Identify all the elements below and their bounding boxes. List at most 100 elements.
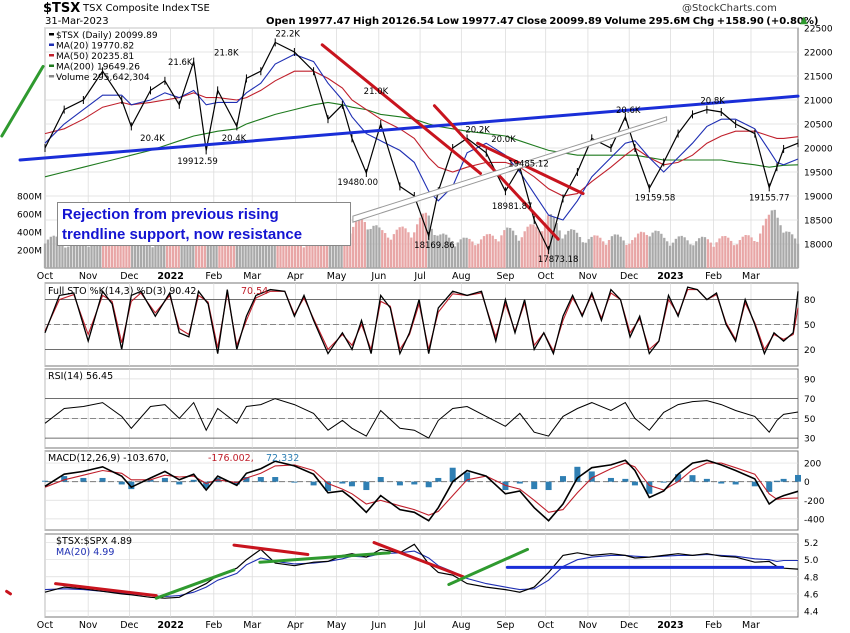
volume-bar <box>136 230 140 268</box>
macd-histogram-bar <box>689 475 696 482</box>
x-axis-month-label: Feb <box>205 620 222 631</box>
x-axis-month-label: Jul <box>413 271 425 282</box>
macd-histogram-bar <box>780 478 787 482</box>
volume-bar <box>290 237 294 268</box>
volume-bar <box>709 242 712 268</box>
volume-bar <box>122 230 125 268</box>
volume-bar <box>75 238 79 268</box>
volume-bar <box>250 227 253 268</box>
price-label: 19159.58 <box>635 193 676 203</box>
ratio-y-tick-label: 4.8 <box>804 573 819 583</box>
volume-bar <box>145 237 148 268</box>
volume-bar <box>258 236 262 268</box>
volume-bar <box>567 230 570 268</box>
chart-date: 31-Mar-2023 <box>45 16 109 27</box>
macd-histogram-bar <box>339 481 346 484</box>
volume-bar <box>526 226 529 268</box>
volume-bar <box>78 238 82 268</box>
ratio-legend-ma: MA(20) 4.99 <box>56 547 114 558</box>
volume-bar <box>383 233 387 268</box>
volume-bar <box>785 231 788 268</box>
x-axis-month-label: Jul <box>413 620 425 631</box>
volume-bar <box>424 212 428 268</box>
volume-bar <box>625 245 628 268</box>
x-axis-month-label: Mar <box>243 271 261 282</box>
volume-bar <box>151 247 154 268</box>
macd-histogram-bar <box>795 474 801 482</box>
volume-bar <box>695 241 698 268</box>
volume-bar <box>747 235 750 268</box>
x-axis-month-label: Mar <box>742 271 760 282</box>
price-label: 17873.18 <box>538 255 579 265</box>
volume-bar <box>578 236 582 268</box>
ratio-downtrend-red-1 <box>54 582 158 598</box>
volume-bar <box>712 246 715 268</box>
volume-bar <box>174 240 177 268</box>
price-legend-entry: MA(50) 20235.81 <box>56 52 134 62</box>
watermark[interactable]: @StockCharts.com <box>682 3 777 14</box>
price-line <box>44 41 799 252</box>
volume-bar <box>186 231 189 268</box>
volume-bar <box>413 232 416 268</box>
x-axis-month-label: Apr <box>287 620 304 631</box>
grid-layer <box>44 27 799 618</box>
volume-bar <box>221 238 224 268</box>
volume-bar <box>61 243 64 268</box>
ohlc-readout: Open 19977.47 High 20126.54 Low 19977.47… <box>266 16 819 27</box>
volume-bar <box>616 234 619 268</box>
price-y-tick-label: 21000 <box>804 97 833 107</box>
volume-bar <box>706 239 710 268</box>
x-axis-month-label: Nov <box>579 271 598 282</box>
volume-bar <box>793 238 797 268</box>
volume-bar <box>727 237 730 268</box>
volume-bar <box>509 227 512 268</box>
price-label: 21.6K <box>168 58 193 68</box>
volume-bar <box>276 239 279 268</box>
volume-bar <box>264 231 268 268</box>
volume-bar <box>599 237 602 268</box>
ratio-legend: $TSX:$SPX 4.89 <box>56 536 132 547</box>
macd-histogram-bar <box>411 481 418 485</box>
ratio-uptrend-green-3 <box>447 547 529 586</box>
volume-bar <box>590 236 593 268</box>
volume-bar <box>791 234 794 268</box>
volume-bar <box>436 235 439 268</box>
price-label: 20.0K <box>491 135 516 145</box>
macd-histogram-bar <box>348 481 355 487</box>
volume-bar <box>386 237 390 268</box>
volume-bar <box>540 231 544 268</box>
price-label: 21.8K <box>214 49 239 59</box>
volume-bar <box>168 237 172 268</box>
macd-histogram-bar <box>257 477 264 482</box>
legend-swatch <box>49 54 54 57</box>
volume-bar <box>462 237 465 268</box>
sto-y-tick-label: 50 <box>804 321 816 331</box>
price-label: 20.4K <box>140 134 165 144</box>
volume-bar <box>64 247 67 268</box>
volume-bar <box>331 231 334 268</box>
volume-bar <box>477 243 480 268</box>
macd-histogram-bar <box>161 477 168 482</box>
price-label: 18169.86 <box>414 241 455 251</box>
volume-bar <box>468 238 471 268</box>
volume-bar <box>398 227 401 268</box>
x-axis-month-label: 2022 <box>157 271 183 282</box>
volume-bar <box>325 239 329 268</box>
price-label: 20.4K <box>222 134 247 144</box>
volume-bar <box>729 240 733 268</box>
macd-histogram-bar <box>363 481 370 491</box>
macd-histogram-bar <box>531 481 538 490</box>
ratio-y-tick-label: 5.2 <box>804 539 818 549</box>
macd-histogram-bar <box>203 481 210 489</box>
volume-bar <box>389 239 393 268</box>
volume-bar <box>474 245 477 268</box>
sto-y-tick-label: 80 <box>804 296 816 306</box>
volume-bar <box>215 243 218 268</box>
volume-bar <box>721 236 724 268</box>
legend-swatch <box>49 33 54 36</box>
x-axis-month-label: Oct <box>538 620 555 631</box>
volume-bar <box>212 236 215 268</box>
volume-bar <box>349 233 352 268</box>
stoch-legend-d: 70.54 <box>241 286 268 297</box>
